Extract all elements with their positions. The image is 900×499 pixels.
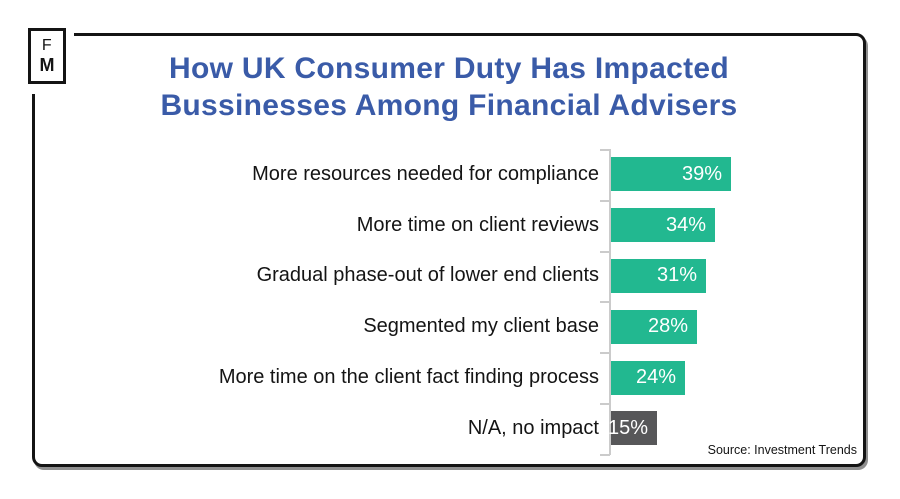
bar-value-label: 34%	[665, 213, 706, 236]
bar: 39%	[611, 157, 731, 192]
category-label: More time on the client fact finding pro…	[218, 366, 599, 389]
bar-value-label: 31%	[656, 264, 697, 287]
bar: 15%	[607, 411, 657, 446]
axis-tick	[600, 403, 610, 405]
bar-track: 39%	[611, 157, 854, 192]
axis-tick	[600, 251, 610, 253]
logo-letter-m: M	[39, 55, 55, 75]
bar-chart: More resources needed for compliance 39%…	[34, 149, 854, 454]
axis-tick	[600, 301, 610, 303]
category-label: More resources needed for compliance	[252, 162, 599, 185]
chart-row: More resources needed for compliance 39%	[34, 149, 854, 200]
bar-track: 24%	[611, 360, 854, 395]
bar: 24%	[611, 360, 685, 395]
fm-logo-box: F M	[28, 28, 66, 84]
bar: 28%	[611, 309, 697, 344]
chart-row: Gradual phase-out of lower end clients 3…	[34, 251, 854, 302]
category-axis-line	[609, 149, 611, 455]
bar: 34%	[611, 208, 715, 243]
chart-row: More time on client reviews 34%	[34, 200, 854, 251]
axis-tick	[600, 352, 610, 354]
chart-row: N/A, no impact 15%	[34, 403, 854, 454]
bar-track: 34%	[611, 208, 854, 243]
axis-tick	[600, 454, 610, 456]
logo-letter-f: F	[41, 37, 53, 54]
chart-title-line-2: Bussinesses Among Financial Advisers	[160, 89, 738, 122]
category-label: N/A, no impact	[467, 416, 599, 439]
bar-value-label: 15%	[607, 416, 648, 439]
bar-track: 31%	[611, 258, 854, 293]
category-label: Segmented my client base	[363, 315, 599, 338]
category-label: More time on client reviews	[356, 213, 599, 236]
category-label: Gradual phase-out of lower end clients	[256, 264, 599, 287]
axis-tick	[600, 149, 610, 151]
logo: F M	[28, 28, 74, 94]
chart-row: More time on the client fact finding pro…	[34, 352, 854, 403]
bar-value-label: 24%	[635, 366, 676, 389]
bar-value-label: 28%	[647, 315, 688, 338]
bar-value-label: 39%	[681, 162, 722, 185]
chart-row: Segmented my client base 28%	[34, 301, 854, 352]
chart-title-line-1: How UK Consumer Duty Has Impacted	[169, 52, 729, 85]
bar: 31%	[611, 258, 706, 293]
axis-tick	[600, 200, 610, 202]
source-credit: Source: Investment Trends	[707, 443, 857, 457]
chart-title: How UK Consumer Duty Has Impacted Bussin…	[32, 50, 866, 124]
infographic-card-frame	[32, 33, 866, 467]
bar-track: 28%	[611, 309, 854, 344]
bar-track: 15%	[607, 411, 854, 446]
